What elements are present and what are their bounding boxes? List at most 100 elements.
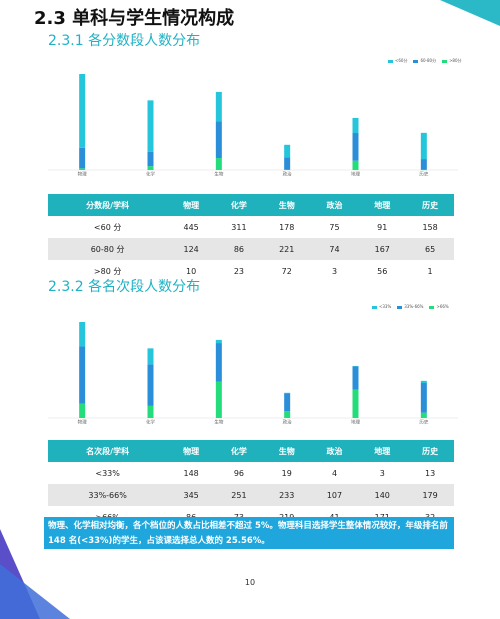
- legend-swatch: [429, 305, 435, 309]
- table-header-row: 分数段/学科 物理 化学 生物 政治 地理 历史: [48, 194, 454, 216]
- table-row: 60-80 分 124 86 221 74 167 65: [48, 238, 454, 260]
- x-tick-label: 物理: [78, 419, 87, 425]
- table-cell: <33%: [95, 468, 120, 478]
- table-cell: 1: [427, 266, 433, 276]
- score-distribution-table: 分数段/学科 物理 化学 生物 政治 地理 历史 <60 分 445 311 178 75 91 158 6…: [48, 194, 454, 282]
- legend-label: <33%: [379, 304, 392, 309]
- table-cell: 140: [358, 484, 407, 506]
- x-tick-label: 政治: [283, 419, 292, 425]
- table-header-cell: 物理: [167, 440, 216, 462]
- rank-distribution-chart: 物理 化学 生物 政治 地理 历史: [48, 322, 458, 425]
- bar-segment: [215, 158, 222, 170]
- table-row: 33%-66% 345 251 233 107 140 179: [48, 484, 454, 506]
- subsection-title-rank: 2.3.2 各名次段人数分布: [48, 279, 201, 295]
- legend-swatch: [442, 59, 448, 63]
- bar-segment: [420, 159, 427, 170]
- x-tick-label: 生物: [214, 171, 223, 177]
- bar-segment: [352, 366, 359, 390]
- table-cell: 72: [281, 266, 292, 276]
- table-row: <60 分 445 311 178 75 91 158: [48, 216, 454, 238]
- bar-segment: [215, 121, 222, 159]
- legend-swatch: [388, 59, 393, 63]
- bar-segment: [147, 348, 154, 365]
- table-cell: 311: [231, 222, 247, 232]
- bar-segment: [420, 383, 427, 413]
- table-cell: <60 分: [93, 222, 122, 232]
- bar-segment: [352, 117, 359, 134]
- bar-segment: [79, 403, 86, 418]
- page-number: 10: [244, 578, 256, 587]
- bar-segment: [147, 405, 154, 418]
- table-cell: 148: [183, 468, 199, 478]
- bar-segment: [215, 343, 222, 382]
- table-header-cell: 地理: [358, 440, 407, 462]
- table-cell: 13: [424, 468, 436, 478]
- bar-segment: [79, 322, 86, 347]
- table-header-row: 名次段/学科 物理 化学 生物 政治 地理 历史: [48, 440, 454, 462]
- bar-segment: [147, 151, 154, 167]
- table-cell: 75: [329, 222, 340, 232]
- legend-item: 60-80分: [413, 58, 436, 64]
- table-cell: 167: [358, 238, 407, 260]
- bar-segment: [215, 91, 222, 122]
- x-tick-label: 历史: [419, 419, 428, 425]
- bar-segment: [79, 346, 86, 404]
- legend-label: >80分: [449, 58, 462, 63]
- table-header-cell: 生物: [262, 194, 311, 216]
- table-header-cell: 名次段/学科: [48, 440, 168, 462]
- table-cell: 124: [167, 238, 216, 260]
- legend-label: >66%: [436, 304, 449, 309]
- bar-segment: [284, 157, 291, 170]
- table-header-cell: 生物: [262, 440, 311, 462]
- table-header-cell: 物理: [167, 194, 216, 216]
- table-cell: 178: [279, 222, 295, 232]
- table-header-cell: 历史: [406, 194, 454, 216]
- legend-item: <60分: [388, 58, 407, 64]
- table-cell: 65: [406, 238, 454, 260]
- legend-item: >80分: [442, 58, 462, 64]
- bar-segment: [284, 411, 291, 418]
- x-tick-label: 物理: [78, 171, 87, 177]
- bar-segment: [79, 74, 86, 148]
- x-tick-label: 化学: [146, 171, 155, 177]
- x-tick-label: 历史: [419, 171, 428, 177]
- table-header-cell: 政治: [310, 440, 359, 462]
- x-tick-label: 地理: [351, 171, 360, 177]
- bar-segment: [215, 339, 222, 344]
- table-cell: 4: [331, 468, 338, 478]
- table-cell: 221: [262, 238, 311, 260]
- x-tick-label: 生物: [214, 419, 223, 425]
- bar-segment: [147, 166, 154, 170]
- bar-segment: [79, 168, 86, 170]
- table-cell: 107: [310, 484, 359, 506]
- rank-distribution-table: 名次段/学科 物理 化学 生物 政治 地理 历史 <33% 148 96 19 4 3 13 33%-66%…: [48, 440, 454, 528]
- table-cell: 3: [331, 266, 338, 276]
- table-cell: 179: [406, 484, 454, 506]
- table-header-cell: 历史: [406, 440, 454, 462]
- table-cell: >80 分: [93, 266, 122, 276]
- bar-segment: [79, 147, 86, 169]
- legend-swatch: [397, 305, 403, 309]
- table-header-cell: 化学: [215, 440, 263, 462]
- corner-decoration-top: [440, 0, 500, 26]
- table-cell: 3: [379, 468, 385, 478]
- table-header-cell: 分数段/学科: [48, 194, 168, 216]
- table-cell: 19: [281, 468, 292, 478]
- legend-item: 33%-66%: [397, 304, 423, 309]
- subsection-title-score: 2.3.1 各分数段人数分布: [48, 33, 201, 49]
- x-tick-label: 政治: [283, 171, 292, 177]
- x-tick-label: 地理: [351, 419, 360, 425]
- legend-swatch: [372, 305, 377, 309]
- bar-segment: [352, 160, 359, 170]
- legend-label: <60分: [395, 58, 408, 63]
- table-row: <33% 148 96 19 4 3 13: [48, 462, 454, 484]
- bar-segment: [420, 412, 427, 418]
- table-cell: 56: [377, 266, 388, 276]
- table-cell: 23: [233, 266, 245, 276]
- table-cell: 445: [183, 222, 199, 232]
- table-header-cell: 政治: [310, 194, 359, 216]
- bar-segment: [147, 100, 154, 152]
- table-cell: 33%-66%: [48, 484, 168, 506]
- table-cell: 158: [422, 222, 438, 232]
- score-distribution-chart: 物理 化学 生物 政治 地理 历史: [48, 74, 458, 177]
